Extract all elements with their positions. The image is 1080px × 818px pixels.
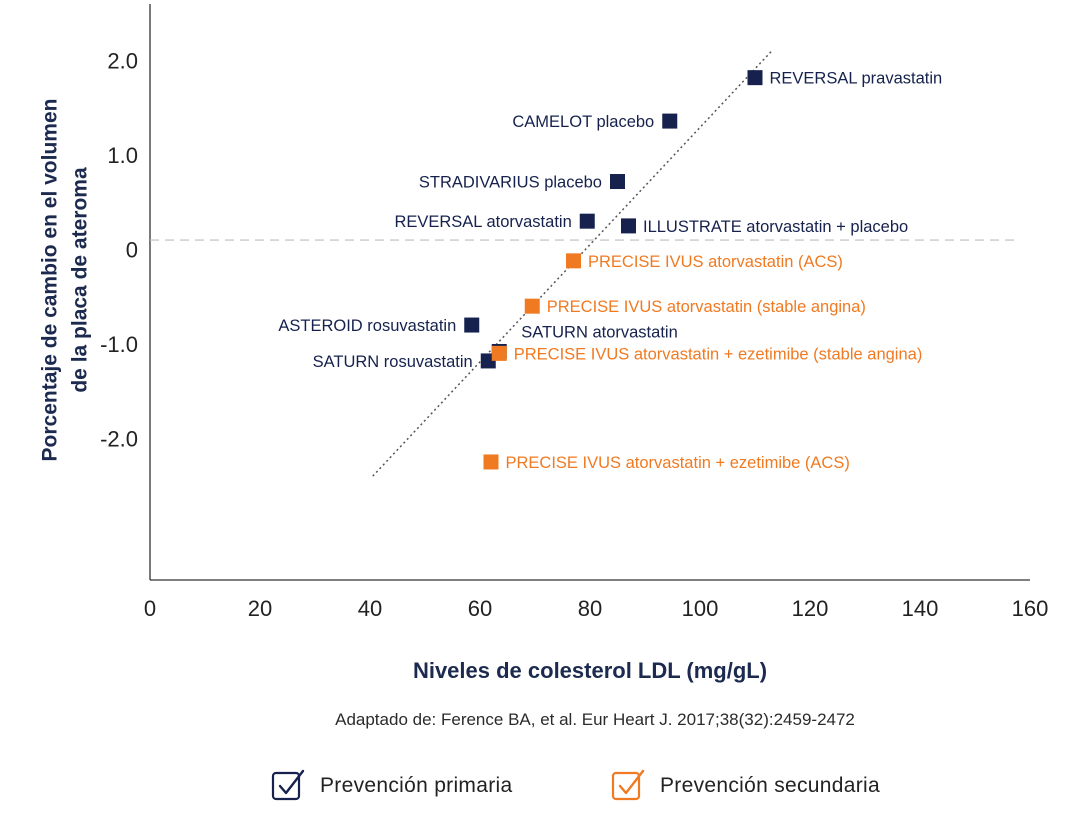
point-label: ASTEROID rosuvastatin [278, 317, 456, 335]
point-label: REVERSAL atorvastatin [394, 213, 571, 231]
point-label: CAMELOT placebo [512, 113, 654, 131]
x-axis-title: Niveles de colesterol LDL (mg/gL) [412, 658, 768, 683]
check-square-icon [270, 768, 306, 804]
point-label: PRECISE IVUS atorvastatin (ACS) [588, 253, 843, 271]
primary-point [621, 218, 636, 234]
x-tick-label: 160 [1012, 596, 1049, 621]
secondary-point [491, 345, 507, 361]
secondary-point [524, 298, 540, 314]
point-label: SATURN atorvastatin [521, 323, 678, 341]
source-citation: Adaptado de: Ference BA, et al. Eur Hear… [335, 710, 855, 729]
x-tick-label: 120 [792, 596, 829, 621]
x-tick-label: 40 [358, 596, 382, 621]
x-tick-label: 100 [682, 596, 719, 621]
y-tick-label: 2.0 [107, 49, 138, 74]
x-tick-label: 20 [248, 596, 272, 621]
x-tick-label: 140 [902, 596, 939, 621]
point-label: ILLUSTRATE atorvastatin + placebo [643, 218, 908, 236]
point-label: PRECISE IVUS atorvastatin + ezetimibe (A… [506, 454, 850, 472]
primary-point [579, 213, 595, 229]
y-axis-title-wrap: Porcentaje de cambio en el volumen de la… [20, 30, 110, 530]
secondary-point [483, 454, 499, 470]
scatter-chart: 0 20 40 60 80 100 120 140 160 2.0 1.0 0 -1.0 -2.0 REVE… [100, 4, 1049, 621]
y-tick-label: 0 [126, 238, 138, 263]
point-label: SATURN rosuvastatin [313, 353, 473, 371]
point-label: PRECISE IVUS atorvastatin (stable angina… [547, 298, 866, 316]
y-axis-title-line-1: Porcentaje de cambio en el volumen [38, 98, 62, 462]
legend-label-primary: Prevención primaria [320, 774, 513, 797]
y-tick-label: 1.0 [107, 143, 138, 168]
secondary-point [566, 253, 581, 269]
primary-point [662, 113, 678, 129]
y-tick-label: -2.0 [100, 426, 138, 451]
primary-point [610, 174, 625, 190]
y-axis-title-line-2: de la placa de ateroma [68, 167, 92, 393]
x-tick-label: 0 [144, 596, 156, 621]
x-tick-label: 60 [468, 596, 492, 621]
y-tick-label: -1.0 [100, 332, 138, 357]
legend-item-primary: Prevención primaria [270, 768, 512, 804]
point-label: PRECISE IVUS atorvastatin + ezetimibe (s… [514, 345, 923, 363]
primary-point [464, 317, 480, 333]
x-tick-label: 80 [578, 596, 602, 621]
primary-point [747, 70, 763, 86]
point-label: REVERSAL pravastatin [770, 70, 943, 88]
check-square-icon [610, 768, 646, 804]
legend-item-secondary: Prevención secundaria [610, 768, 880, 804]
legend-label-secondary: Prevención secundaria [660, 774, 880, 797]
point-label: STRADIVARIUS placebo [419, 174, 602, 192]
